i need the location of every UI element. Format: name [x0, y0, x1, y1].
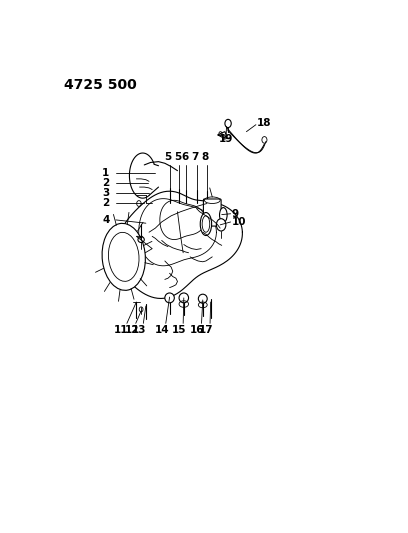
Ellipse shape [165, 293, 174, 303]
Text: 5: 5 [174, 152, 181, 163]
Text: 11: 11 [114, 325, 129, 335]
Text: 8: 8 [202, 152, 209, 163]
Text: 4: 4 [102, 215, 109, 225]
FancyBboxPatch shape [204, 199, 221, 226]
Text: 7: 7 [191, 152, 199, 163]
Text: 9: 9 [232, 209, 239, 219]
Text: 4725 500: 4725 500 [64, 78, 136, 92]
Ellipse shape [198, 294, 207, 303]
Text: 10: 10 [232, 217, 246, 227]
Ellipse shape [179, 293, 188, 303]
Text: 18: 18 [257, 118, 272, 128]
Text: 13: 13 [132, 325, 146, 335]
Text: 5: 5 [164, 152, 172, 163]
Text: 2: 2 [102, 178, 109, 188]
Text: 6: 6 [181, 152, 188, 163]
Text: 3: 3 [102, 188, 109, 198]
Ellipse shape [220, 207, 227, 222]
Text: 15: 15 [172, 325, 186, 335]
Polygon shape [116, 191, 242, 298]
Text: 1: 1 [102, 168, 109, 177]
Text: 12: 12 [124, 325, 139, 335]
Text: 16: 16 [190, 325, 204, 335]
Text: 17: 17 [199, 325, 213, 335]
Text: 14: 14 [154, 325, 169, 335]
Ellipse shape [102, 223, 145, 290]
Ellipse shape [216, 219, 226, 231]
Text: 19: 19 [219, 134, 234, 144]
Ellipse shape [200, 213, 212, 236]
Text: 2: 2 [102, 198, 109, 208]
